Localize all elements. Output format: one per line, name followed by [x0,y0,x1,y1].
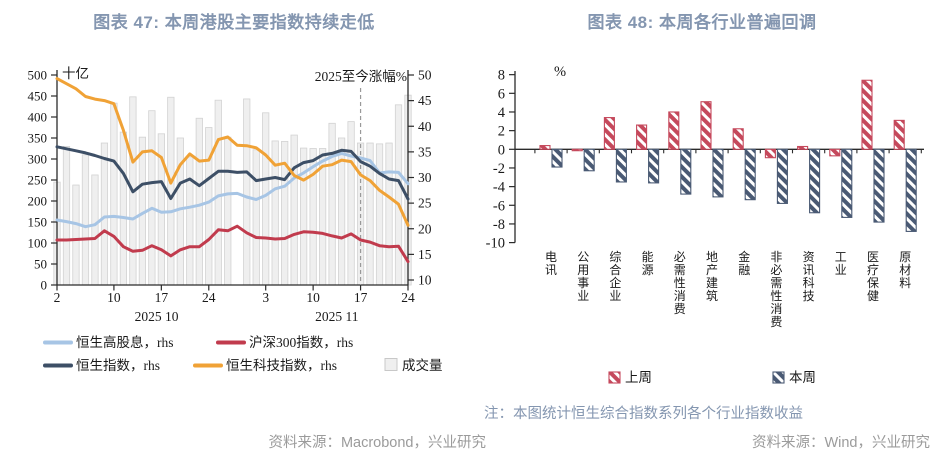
svg-text:沪深300指数，rhs: 沪深300指数，rhs [249,335,353,350]
svg-text:2025 10: 2025 10 [135,309,179,324]
svg-text:公用事业: 公用事业 [577,250,589,303]
svg-text:0: 0 [498,142,505,158]
svg-text:100: 100 [28,236,48,251]
svg-text:医疗保健: 医疗保健 [867,250,879,303]
svg-text:地产建筑: 地产建筑 [706,250,718,303]
svg-text:恒生科技指数，rhs: 恒生科技指数，rhs [226,358,337,373]
svg-text:工业: 工业 [835,250,847,277]
svg-text:17: 17 [155,290,169,305]
svg-text:50: 50 [34,257,47,272]
svg-text:0: 0 [41,278,48,293]
svg-text:30: 30 [418,170,432,185]
svg-text:25: 25 [418,196,432,211]
svg-text:2: 2 [54,290,61,305]
svg-text:本周: 本周 [789,370,816,385]
svg-text:10: 10 [418,273,432,288]
svg-text:10: 10 [107,290,121,305]
svg-text:上周: 上周 [625,370,652,385]
svg-text:6: 6 [498,86,505,102]
svg-text:8: 8 [498,68,505,84]
svg-text:恒生指数，rhs: 恒生指数，rhs [76,358,160,373]
svg-text:200: 200 [28,194,48,209]
svg-text:40: 40 [418,119,432,134]
right-chart-note: 注：本图统计恒生综合指数系列各个行业指数收益 [484,406,803,422]
svg-text:400: 400 [28,110,48,125]
svg-text:资讯科技: 资讯科技 [803,250,815,303]
svg-text:500: 500 [28,68,48,83]
hk-indices-line-chart: 0501001502002503003504004505001015202530… [28,66,443,373]
svg-text:-2: -2 [493,161,505,177]
svg-text:450: 450 [28,89,48,104]
left-chart-source: 资料来源：Macrobond，兴业研究 [268,435,486,451]
svg-text:45: 45 [418,93,432,108]
svg-text:能源: 能源 [642,250,654,277]
svg-text:50: 50 [418,68,432,83]
svg-text:15: 15 [418,247,432,262]
svg-text:-6: -6 [493,198,505,214]
svg-text:20: 20 [418,221,432,236]
svg-text:24: 24 [202,290,216,305]
svg-text:2025 11: 2025 11 [315,309,358,324]
svg-text:非必需性消费: 非必需性消费 [770,250,782,329]
svg-text:-8: -8 [493,217,505,233]
svg-text:250: 250 [28,173,48,188]
left-chart-panel: 图表 47: 本周港股主要指数持续走低 0 50 100 150 200 250 300 35… [28,13,487,451]
svg-text:24: 24 [401,290,415,305]
svg-text:350: 350 [28,131,48,146]
svg-text:-10: -10 [486,236,505,252]
right-chart-source: 资料来源：Wind，兴业研究 [751,435,930,451]
svg-text:2025至今涨幅%: 2025至今涨幅% [315,69,407,84]
svg-text:必需性消费: 必需性消费 [674,250,686,316]
svg-text:金融: 金融 [738,249,750,277]
svg-text:原材料: 原材料 [899,250,911,290]
svg-text:-4: -4 [493,180,506,196]
svg-text:17: 17 [354,290,368,305]
svg-text:300: 300 [28,152,48,167]
svg-text:综合企业: 综合企业 [609,250,621,303]
svg-text:4: 4 [498,105,506,121]
svg-text:2: 2 [498,124,505,140]
svg-text:35: 35 [418,144,432,159]
svg-text:%: % [554,64,566,80]
svg-text:十亿: 十亿 [62,66,89,81]
left-chart-title: 图表 47: 本周港股主要指数持续走低 [93,13,375,32]
svg-text:10: 10 [306,290,320,305]
sector-returns-bar-chart: 8 6 4 2 0 -2 -4 -6 -8 -10% 电讯 公用事业 综合企业 能源 必需性消费 地产建筑 金融… [486,64,924,385]
svg-text:电讯: 电讯 [545,250,557,277]
right-chart-panel: 图表 48: 本周各行业普遍回调 8 6 4 2 0 -2 -4 -6 -8 -10% 电讯 公用事业… [468,0,936,462]
svg-text:3: 3 [262,290,269,305]
svg-text:150: 150 [28,215,48,230]
right-chart-title: 图表 48: 本周各行业普遍回调 [587,13,817,32]
svg-text:恒生高股息，rhs: 恒生高股息，rhs [76,334,174,350]
svg-text:成交量: 成交量 [402,357,443,373]
